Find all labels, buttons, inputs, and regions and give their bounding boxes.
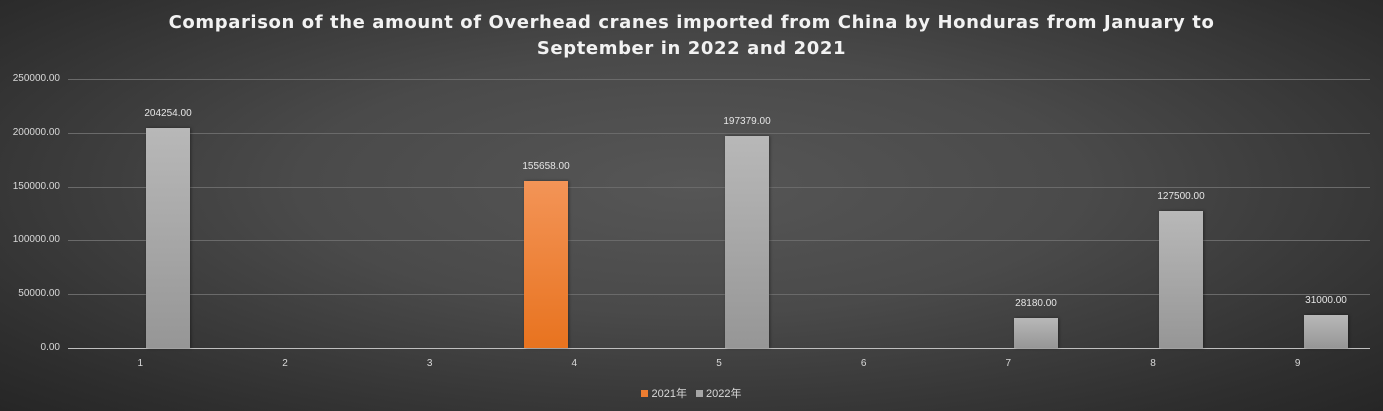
x-tick-label: 2 xyxy=(282,358,288,369)
x-tick-label: 3 xyxy=(426,358,433,369)
gridline xyxy=(68,79,1370,80)
data-label: 127500.00 xyxy=(1157,191,1205,202)
legend-swatch-2022 xyxy=(696,390,704,397)
data-label: 28180.00 xyxy=(1015,298,1057,309)
gridline xyxy=(68,187,1370,188)
y-tick-label: 150000.00 xyxy=(12,181,60,192)
bar-2022-7[interactable] xyxy=(1014,318,1058,348)
data-label: 155658.00 xyxy=(522,161,570,172)
x-tick-label: 9 xyxy=(1294,358,1301,369)
data-label: 204254.00 xyxy=(144,108,192,119)
x-tick-label: 1 xyxy=(137,358,144,369)
bar-2022-1[interactable] xyxy=(146,128,190,348)
data-label: 31000.00 xyxy=(1305,295,1347,306)
y-tick-label: 50000.00 xyxy=(18,288,60,299)
legend-swatch-2021 xyxy=(641,390,649,397)
x-tick-label: 6 xyxy=(860,358,867,369)
y-tick-label: 250000.00 xyxy=(12,73,60,84)
chart-title: Comparison of the amount of Overhead cra… xyxy=(0,10,1383,62)
chart-title-line-2: September in 2022 and 2021 xyxy=(536,38,847,59)
gridline xyxy=(68,240,1370,241)
y-tick-label: 0.00 xyxy=(40,342,60,353)
x-tick-label: 4 xyxy=(571,358,578,369)
x-tick-label: 5 xyxy=(716,358,722,369)
bar-2022-8[interactable] xyxy=(1159,211,1203,348)
legend: 2021年 2022年 xyxy=(0,385,1383,401)
bar-2022-9[interactable] xyxy=(1304,315,1348,348)
bar-2022-5[interactable] xyxy=(725,136,769,348)
legend-item-2022[interactable]: 2022年 xyxy=(696,385,742,401)
gridline xyxy=(68,133,1370,134)
legend-label-2021: 2021年 xyxy=(651,388,687,400)
legend-label-2022: 2022年 xyxy=(706,388,742,400)
x-axis-line xyxy=(68,348,1370,349)
gridline xyxy=(68,294,1370,295)
data-label: 197379.00 xyxy=(723,116,771,127)
legend-item-2021[interactable]: 2021年 xyxy=(641,385,687,401)
chart-title-line-1: Comparison of the amount of Overhead cra… xyxy=(168,12,1215,33)
x-tick-label: 8 xyxy=(1150,358,1156,369)
x-tick-label: 7 xyxy=(1005,358,1012,369)
y-tick-label: 200000.00 xyxy=(12,127,60,138)
bar-2021-4[interactable] xyxy=(524,181,568,348)
y-tick-label: 100000.00 xyxy=(12,234,60,245)
